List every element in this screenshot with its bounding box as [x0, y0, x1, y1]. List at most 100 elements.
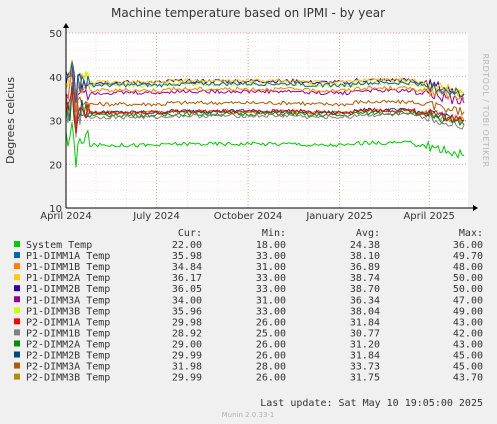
legend-max-value: 49.70 — [453, 251, 483, 262]
legend-max-value: 42.00 — [453, 328, 483, 339]
series-line — [65, 62, 465, 103]
legend-series-name: P1-DIMM2B Temp — [26, 284, 110, 295]
legend-series-name: P1-DIMM3A Temp — [26, 295, 110, 306]
legend-cur-value: 35.96 — [172, 306, 202, 317]
legend-max-value: 50.00 — [453, 284, 483, 295]
legend-swatch — [14, 307, 20, 314]
legend-cur-value: 35.98 — [172, 251, 202, 262]
y-tick-label: 30 — [49, 117, 62, 128]
legend-column-header: Avg: — [356, 228, 380, 239]
legend-avg-value: 36.34 — [350, 295, 380, 306]
legend-max-value: 49.00 — [453, 306, 483, 317]
legend-avg-value: 38.04 — [350, 306, 380, 317]
series-line — [65, 90, 465, 133]
legend-min-value: 26.00 — [256, 351, 286, 362]
legend-series-name: P1-DIMM1B Temp — [26, 262, 110, 273]
series-line — [65, 94, 465, 138]
legend-avg-value: 33.73 — [350, 362, 380, 373]
legend-min-value: 31.00 — [256, 295, 286, 306]
legend-min-value: 26.00 — [256, 373, 286, 384]
legend-cur-value: 29.00 — [172, 339, 202, 350]
legend-swatch — [14, 373, 20, 380]
legend-cur-value: 31.98 — [172, 362, 202, 373]
munin-version-footer: Munin 2.0.33-1 — [222, 411, 275, 419]
legend-swatch — [14, 351, 20, 358]
x-tick-label: April 2024 — [40, 211, 91, 222]
legend-series-name: P2-DIMM2B Temp — [26, 351, 110, 362]
legend-max-value: 43.00 — [453, 339, 483, 350]
legend-avg-value: 31.84 — [350, 351, 380, 362]
legend-swatch — [14, 329, 20, 336]
legend-max-value: 45.00 — [453, 351, 483, 362]
y-tick-label: 20 — [49, 160, 62, 171]
legend-min-value: 18.00 — [256, 240, 286, 251]
legend-column-header: Max: — [459, 228, 483, 239]
legend-avg-value: 24.38 — [350, 240, 380, 251]
legend-cur-value: 34.84 — [172, 262, 202, 273]
legend-swatch — [14, 274, 20, 281]
y-tick-label: 40 — [49, 73, 62, 84]
series-line — [65, 68, 465, 112]
side-label: RRDTOOL / TOBI OETIKER — [481, 53, 490, 167]
legend-cur-value: 29.98 — [172, 317, 202, 328]
legend-max-value: 47.00 — [453, 295, 483, 306]
legend-min-value: 33.00 — [256, 273, 286, 284]
legend-min-value: 25.00 — [256, 328, 286, 339]
legend-avg-value: 31.20 — [350, 339, 380, 350]
legend-min-value: 31.00 — [256, 262, 286, 273]
legend-series-name: P2-DIMM3A Temp — [26, 362, 110, 373]
series-line — [65, 81, 465, 125]
legend-series-name: P2-DIMM2A Temp — [26, 339, 110, 350]
legend-avg-value: 36.89 — [350, 262, 380, 273]
x-axis-arrow — [473, 205, 478, 211]
legend-cur-value: 28.92 — [172, 328, 202, 339]
legend-min-value: 26.00 — [256, 339, 286, 350]
legend-avg-value: 30.77 — [350, 328, 380, 339]
legend-min-value: 26.00 — [256, 317, 286, 328]
series-line — [65, 122, 465, 168]
legend-cur-value: 36.17 — [172, 273, 202, 284]
legend-avg-value: 31.84 — [350, 317, 380, 328]
legend-swatch — [14, 340, 20, 347]
legend-cur-value: 36.05 — [172, 284, 202, 295]
legend-cur-value: 29.99 — [172, 351, 202, 362]
legend-cur-value: 29.99 — [172, 373, 202, 384]
legend-min-value: 33.00 — [256, 251, 286, 262]
legend-column-header: Cur: — [178, 228, 202, 239]
legend-max-value: 50.00 — [453, 273, 483, 284]
chart-title: Machine temperature based on IPMI - by y… — [111, 6, 385, 20]
legend-series-name: P1-DIMM3B Temp — [26, 306, 110, 317]
legend-avg-value: 38.70 — [350, 284, 380, 295]
last-update-text: Last update: Sat May 10 19:05:00 2025 — [260, 398, 483, 409]
series-line — [65, 60, 465, 103]
x-tick-label: April 2025 — [403, 211, 454, 222]
legend-max-value: 48.00 — [453, 262, 483, 273]
legend-min-value: 28.00 — [256, 362, 286, 373]
legend-swatch — [14, 296, 20, 303]
y-tick-label: 10 — [49, 204, 62, 215]
legend-min-value: 33.00 — [256, 306, 286, 317]
x-tick-label: January 2025 — [305, 211, 373, 222]
legend-avg-value: 31.75 — [350, 373, 380, 384]
legend-min-value: 33.00 — [256, 284, 286, 295]
legend-swatch — [14, 263, 20, 270]
legend-swatch — [14, 362, 20, 369]
legend-series-name: System Temp — [26, 240, 92, 251]
legend-series-name: P1-DIMM2A Temp — [26, 273, 110, 284]
y-axis-label: Degrees celcius — [4, 77, 17, 164]
legend-avg-value: 38.10 — [350, 251, 380, 262]
legend-swatch — [14, 285, 20, 292]
legend-cur-value: 22.00 — [172, 240, 202, 251]
x-tick-label: July 2024 — [132, 211, 180, 222]
legend-column-header: Min: — [262, 228, 286, 239]
legend-series-name: P2-DIMM3B Temp — [26, 373, 110, 384]
legend-max-value: 43.70 — [453, 373, 483, 384]
legend-cur-value: 34.00 — [172, 295, 202, 306]
legend-avg-value: 38.74 — [350, 273, 380, 284]
x-tick-label: October 2024 — [214, 211, 283, 222]
legend-swatch — [14, 252, 20, 259]
legend-swatch — [14, 241, 20, 247]
legend-series-name: P2-DIMM1B Temp — [26, 328, 110, 339]
y-axis-arrow — [63, 23, 69, 28]
